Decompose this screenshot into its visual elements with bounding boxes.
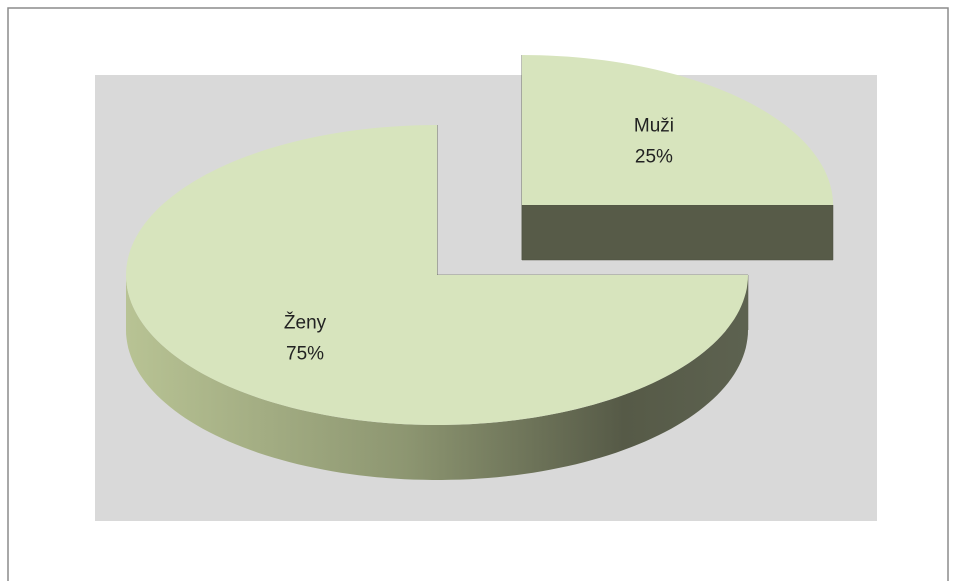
value-label: 75% bbox=[286, 344, 324, 365]
slice bbox=[126, 125, 748, 425]
slice-side bbox=[521, 204, 834, 261]
slice-side bbox=[126, 275, 748, 480]
value-label: 25% bbox=[635, 146, 673, 167]
slice-label: Ženy bbox=[284, 312, 327, 334]
slice-label: Muži bbox=[634, 115, 674, 136]
slice bbox=[522, 55, 833, 205]
